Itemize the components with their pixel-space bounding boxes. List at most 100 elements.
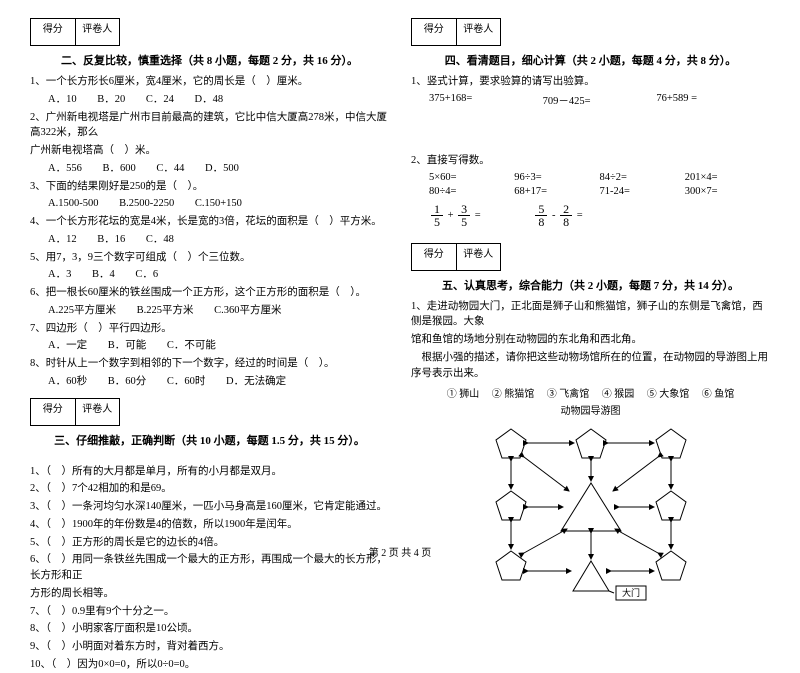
opt: C．44 [156,161,184,177]
q4-1-row: 375+168= 709－425= 76+589 = [411,93,770,108]
q2-8: 8、时针从上一个数字到相邻的下一个数字，经过的时间是（ ）。 [30,356,389,372]
opt: A.225平方厘米 [48,303,116,319]
left-column: 得分 评卷人 二、反复比较，慎重选择（共 8 小题，每题 2 分，共 16 分）… [30,18,389,528]
opt: C．24 [146,92,174,108]
q2-8-opts: A．60秒 B．60分 C．60时 D．无法确定 [30,374,389,390]
q2-5-opts: A．3 B．4 C．6 [30,267,389,283]
calc-item: 201×4= [685,172,770,183]
q4-2-fracrow: 15 + 35 = 58 - 28 = [411,203,770,229]
q2-5: 5、用7，3，9三个数字可组成（ ）个三位数。 [30,250,389,266]
opt: B.2500-2250 [119,196,174,212]
grader-label: 评卷人 [76,19,120,45]
q2-3-opts: A.1500-500 B.2500-2250 C.150+150 [30,196,389,212]
legend-item: ② 熊猫馆 [492,389,535,400]
opt: B．4 [92,267,115,283]
section-5-title: 五、认真思考，综合能力（共 2 小题，每题 7 分，共 14 分）。 [411,277,770,293]
q3-7: 7、（ ）0.9里有9个十分之一。 [30,604,389,620]
opt: A．12 [48,232,77,248]
opt: C.150+150 [195,196,242,212]
grader-label: 评卷人 [457,244,501,270]
q2-7-opts: A．一定 B．可能 C．不可能 [30,338,389,354]
map-legend: ① 狮山 ② 熊猫馆 ③ 飞禽馆 ④ 猴园 ⑤ 大象馆 ⑥ 鱼馆 [411,385,770,400]
opt: A．一定 [48,338,87,354]
opt: B．16 [97,232,125,248]
q2-6-opts: A.225平方厘米 B.225平方米 C.360平方厘米 [30,303,389,319]
calc-item: 709－425= [543,93,657,108]
section-4-title: 四、看清题目，细心计算（共 2 小题，每题 4 分，共 8 分）。 [411,52,770,68]
opt: B.225平方米 [137,303,194,319]
score-box-4: 得分 评卷人 [411,18,501,46]
legend-item: ④ 猴园 [602,389,635,400]
q2-2a: 2、广州新电视塔是广州市目前最高的建筑，它比中信大厦高278米，中信大厦高322… [30,110,389,142]
calc-item: 96÷3= [514,172,599,183]
legend-item: ③ 飞禽馆 [547,389,590,400]
q5-p1: 1、走进动物园大门，正北面是狮子山和熊猫馆，狮子山的东侧是飞禽馆，西侧是猴园。大… [411,299,770,331]
q2-4: 4、一个长方形花坛的宽是4米，长是宽的3倍，花坛的面积是（ ）平方米。 [30,214,389,230]
q3-3: 3、（ ）一条河均匀水深140厘米，一匹小马身高是160厘米，它肯定能通过。 [30,499,389,515]
opt: A．556 [48,161,82,177]
opt: B．20 [97,92,125,108]
q3-2: 2、（ ）7个42相加的和是69。 [30,481,389,497]
grader-label: 评卷人 [457,19,501,45]
q3-4: 4、（ ）1900年的年份数是4的倍数，所以1900年是闰年。 [30,517,389,533]
opt: C．60时 [167,374,206,390]
opt: A.1500-500 [48,196,98,212]
page-footer: 第 2 页 共 4 页 [0,544,800,559]
right-column: 得分 评卷人 四、看清题目，细心计算（共 2 小题，每题 4 分，共 8 分）。… [411,18,770,528]
section-2-title: 二、反复比较，慎重选择（共 8 小题，每题 2 分，共 16 分）。 [30,52,389,68]
q2-1-opts: A．10 B．20 C．24 D．48 [30,92,389,108]
zoo-map: 大门 [411,421,770,616]
score-box-5: 得分 评卷人 [411,243,501,271]
opt: C．6 [135,267,158,283]
calc-item: 5×60= [429,172,514,183]
calc-item: 76+589 = [656,93,770,108]
calc-item: 71-24= [600,186,685,197]
q4-2-row1: 5×60= 96÷3= 84÷2= 201×4= [411,172,770,183]
page-columns: 得分 评卷人 二、反复比较，慎重选择（共 8 小题，每题 2 分，共 16 分）… [30,18,770,528]
opt: D．无法确定 [226,374,286,390]
score-label: 得分 [31,399,76,425]
score-label: 得分 [31,19,76,45]
map-title: 动物园导游图 [411,402,770,417]
calc-item: 84÷2= [600,172,685,183]
opt: C．不可能 [167,338,216,354]
grader-label: 评卷人 [76,399,120,425]
frac-expr-2: 58 - 28 = [533,210,582,221]
zoo-map-svg: 大门 [471,421,711,616]
q2-4-opts: A．12 B．16 C．48 [30,232,389,248]
opt: D．48 [195,92,224,108]
q2-1: 1、一个长方形长6厘米，宽4厘米，它的周长是（ ）厘米。 [30,74,389,90]
q3-1: 1、（ ）所有的大月都是单月，所有的小月都是双月。 [30,464,389,480]
q2-7: 7、四边形（ ）平行四边形。 [30,321,389,337]
q3-6b: 方形的周长相等。 [30,586,389,602]
calc-item: 68+17= [514,186,599,197]
opt: D．500 [205,161,239,177]
score-box-3: 得分 评卷人 [30,398,120,426]
q4-2-row2: 80÷4= 68+17= 71-24= 300×7= [411,186,770,197]
legend-item: ⑥ 鱼馆 [702,389,735,400]
q5-p2: 馆和鱼馆的场地分别在动物园的东北角和西北角。 [411,332,770,348]
opt: B．600 [102,161,135,177]
opt: B．可能 [108,338,147,354]
opt: C.360平方厘米 [214,303,281,319]
q4-1: 1、竖式计算，要求验算的请写出验算。 [411,74,770,90]
score-label: 得分 [412,244,457,270]
q2-6: 6、把一根长60厘米的铁丝围成一个正方形，这个正方形的面积是（ ）。 [30,285,389,301]
opt: A．10 [48,92,77,108]
legend-item: ① 狮山 [447,389,480,400]
q2-3: 3、下面的结果刚好是250的是（ ）。 [30,179,389,195]
q3-10: 10、（ ）因为0×0=0，所以0÷0=0。 [30,657,389,673]
section-3-title: 三、仔细推敲，正确判断（共 10 小题，每题 1.5 分，共 15 分）。 [30,432,389,448]
gate-label: 大门 [621,587,639,598]
q5-p3: 根据小强的描述，请你把这些动物场馆所在的位置，在动物园的导游图上用序号表示出来。 [411,350,770,382]
opt: C．48 [146,232,174,248]
calc-item: 80÷4= [429,186,514,197]
opt: B．60分 [108,374,147,390]
q2-2b: 广州新电视塔高（ ）米。 [30,143,389,159]
q3-9: 9、（ ）小明面对着东方时，背对着西方。 [30,639,389,655]
q2-2-opts: A．556 B．600 C．44 D．500 [30,161,389,177]
q4-2: 2、直接写得数。 [411,153,770,169]
frac-expr-1: 15 + 35 = [429,210,483,221]
opt: A．3 [48,267,71,283]
score-label: 得分 [412,19,457,45]
